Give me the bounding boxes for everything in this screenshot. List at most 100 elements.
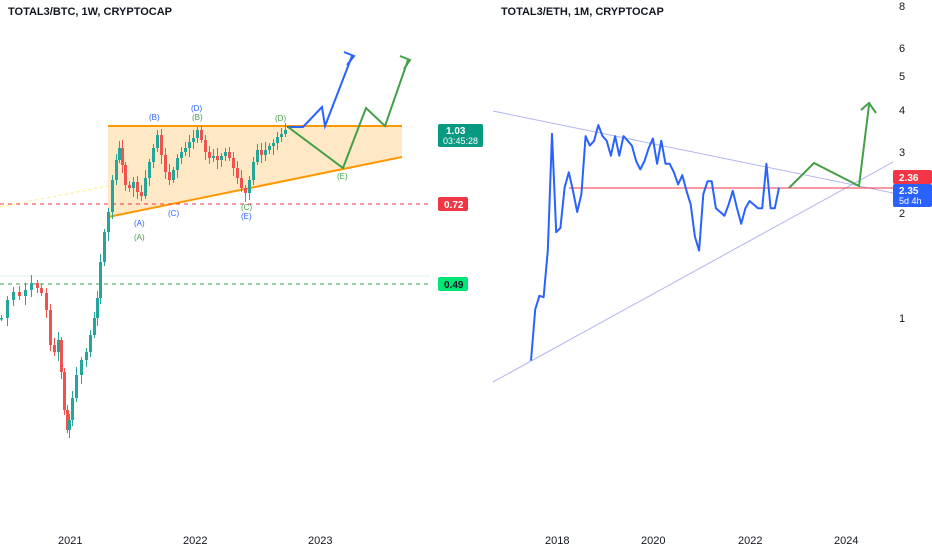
- eth-y-tick-5: 5: [899, 71, 905, 83]
- btc-candle-body: [66, 410, 69, 430]
- eth-price-tag-current: 2.35 5d 4h: [893, 184, 932, 207]
- btc-price-tag-current-value: 1.03: [446, 126, 466, 137]
- btc-candle-body: [60, 340, 63, 372]
- btc-candle-body: [80, 360, 83, 375]
- btc-candle-body: [148, 162, 151, 178]
- btc-candle-body: [168, 172, 171, 180]
- btc-x-tick-2021: 2021: [58, 535, 82, 547]
- eth-chart-title: TOTAL3/ETH, 1M, CRYPTOCAP: [501, 6, 664, 18]
- btc-candle-body: [172, 170, 175, 180]
- btc-candle-body: [184, 148, 187, 152]
- btc-candle-body: [124, 165, 127, 185]
- eth-price-line: [530, 124, 780, 361]
- wave-label-green-d: (D): [275, 114, 286, 123]
- btc-candle-body: [252, 162, 255, 180]
- btc-candle-body: [57, 340, 60, 352]
- btc-price-tag-072-value: 0.72: [444, 200, 464, 211]
- btc-candle-body: [49, 310, 52, 345]
- btc-candle-body: [264, 150, 267, 155]
- btc-candle-body: [68, 420, 71, 430]
- wave-label-green-b: (B): [192, 113, 203, 122]
- btc-candle-body: [204, 140, 207, 152]
- eth-x-tick-2022: 2022: [738, 535, 762, 547]
- btc-candle-body: [107, 212, 110, 232]
- wave-label-blue-e: (E): [241, 212, 252, 221]
- btc-projection-green-arrowhead: [399, 55, 412, 70]
- btc-candle-body: [30, 283, 33, 290]
- btc-candle-body: [160, 135, 163, 155]
- btc-candle-body: [280, 134, 283, 137]
- wave-label-green-c: (C): [241, 203, 252, 212]
- btc-candle-body: [75, 375, 78, 398]
- btc-candle-body: [96, 298, 99, 318]
- btc-candle-body: [12, 292, 15, 300]
- btc-candle-body: [128, 185, 131, 188]
- eth-price-tag-level: 2.36: [893, 170, 932, 184]
- btc-candle-body: [248, 180, 251, 193]
- btc-candle-body: [156, 135, 159, 148]
- btc-candle-body: [216, 156, 219, 160]
- btc-candle-body: [45, 293, 48, 310]
- btc-candle-body: [256, 150, 259, 162]
- btc-candle-body: [196, 130, 199, 138]
- wave-label-green-a: (A): [134, 233, 145, 242]
- btc-candle-body: [136, 182, 139, 192]
- btc-candle-body: [192, 138, 195, 142]
- btc-candle-body: [232, 158, 235, 168]
- btc-candle-body: [164, 155, 167, 172]
- btc-candle-body: [240, 178, 243, 188]
- wave-label-blue-a: (A): [134, 219, 145, 228]
- btc-candle-body: [212, 156, 215, 158]
- eth-projection-green-path: [788, 104, 870, 189]
- btc-price-tag-current: 1.03 03:45:28: [438, 124, 483, 147]
- btc-candle-body: [103, 232, 106, 262]
- eth-x-tick-2024: 2024: [834, 535, 858, 547]
- btc-candle-body: [24, 290, 27, 296]
- btc-candle-body: [99, 262, 102, 298]
- btc-candle-body: [93, 318, 96, 335]
- btc-projection-blue-arrowhead: [343, 51, 356, 66]
- btc-candle-body: [236, 168, 239, 178]
- btc-candle-body: [6, 300, 9, 318]
- btc-candle-body: [208, 152, 211, 158]
- btc-candle-body: [144, 178, 147, 196]
- eth-price-tag-current-value: 2.35: [899, 186, 919, 197]
- btc-candle-body: [244, 188, 247, 193]
- btc-price-tag-072: 0.72: [438, 197, 468, 211]
- eth-y-tick-8: 8: [899, 1, 905, 13]
- btc-candle-body: [200, 130, 203, 140]
- btc-candle-body: [40, 288, 43, 293]
- btc-candle-body: [89, 335, 92, 352]
- btc-projection-blue-path: [287, 55, 353, 130]
- btc-candle-body: [71, 398, 74, 420]
- wave-label-blue-d: (D): [191, 104, 202, 113]
- wave-label-blue-b: (B): [149, 113, 160, 122]
- btc-candle-body: [18, 292, 21, 296]
- btc-candle-body: [140, 192, 143, 196]
- btc-candle-body: [276, 137, 279, 143]
- eth-price-tag-current-countdown: 5d 4h: [899, 196, 922, 206]
- btc-candle-body: [228, 152, 231, 158]
- eth-upper-trend-line: [492, 110, 894, 194]
- btc-candle-body: [272, 143, 275, 146]
- eth-y-tick-1: 1: [899, 313, 905, 325]
- btc-chart-panel: TOTAL3/BTC, 1W, CRYPTOCAP (A) (A) (B) (C…: [0, 6, 483, 547]
- btc-x-tick-2023: 2023: [308, 535, 332, 547]
- btc-candle-body: [188, 142, 191, 148]
- btc-candle-body: [224, 152, 227, 156]
- btc-candle-body: [36, 283, 39, 288]
- btc-price-tag-049-value: 0.49: [444, 280, 464, 291]
- eth-lower-trend-line: [492, 161, 894, 383]
- btc-candle-body: [85, 352, 88, 360]
- wave-label-green-e: (E): [337, 172, 348, 181]
- eth-x-tick-2020: 2020: [641, 535, 665, 547]
- btc-candle-body: [111, 180, 114, 212]
- btc-candle-body: [0, 318, 3, 320]
- btc-candle-body: [63, 372, 66, 410]
- btc-candle-body: [260, 150, 263, 155]
- btc-projection-green-path: [287, 59, 409, 170]
- btc-candle-body: [152, 148, 155, 162]
- btc-candle-body: [118, 148, 121, 160]
- btc-candle-body: [268, 146, 271, 150]
